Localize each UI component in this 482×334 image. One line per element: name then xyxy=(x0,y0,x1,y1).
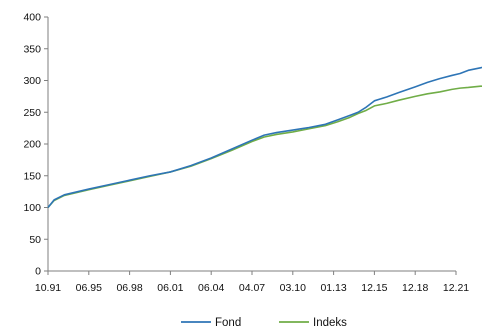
x-tick-label: 01.13 xyxy=(320,282,346,294)
y-tick-label: 350 xyxy=(23,43,41,55)
y-tick-label: 300 xyxy=(23,75,41,87)
x-tick-label: 06.98 xyxy=(116,282,142,294)
y-tick-label: 250 xyxy=(23,107,41,119)
y-tick-label: 400 xyxy=(23,12,41,24)
axes: 0 50 100 150 200 250 300 350 400 10.91 06.95 06.98 0… xyxy=(23,12,469,295)
y-tick-label: 200 xyxy=(23,139,41,151)
y-tick-label: 50 xyxy=(29,234,41,246)
legend: Fond Indeks xyxy=(181,317,347,329)
x-tick-label: 12.21 xyxy=(443,282,469,294)
x-tick-label: 10.91 xyxy=(35,282,61,294)
x-tick-label: 06.01 xyxy=(157,282,183,294)
x-tick-label: 12.18 xyxy=(402,282,428,294)
x-tick-label: 06.95 xyxy=(76,282,102,294)
legend-label-fond: Fond xyxy=(215,317,241,329)
x-tick-label: 12.15 xyxy=(361,282,387,294)
x-tick-label: 04.07 xyxy=(239,282,265,294)
y-tick-label: 0 xyxy=(35,266,41,278)
x-tick-label: 03.10 xyxy=(280,282,306,294)
series-line-fond xyxy=(47,66,482,209)
x-tick-label: 06.04 xyxy=(198,282,224,294)
legend-label-indeks: Indeks xyxy=(313,317,347,329)
series-lines xyxy=(47,66,482,209)
y-tick-label: 100 xyxy=(23,202,41,214)
y-tick-label: 150 xyxy=(23,170,41,182)
